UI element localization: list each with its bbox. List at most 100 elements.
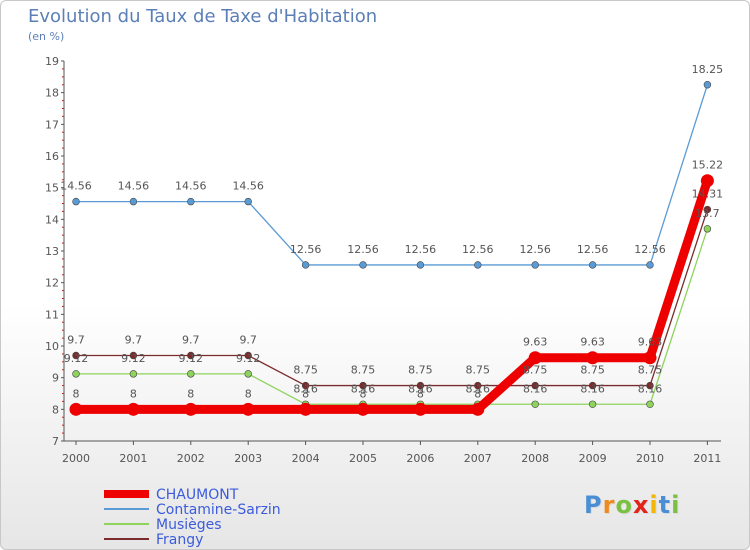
data-label-frangy: 9.7 <box>182 334 200 347</box>
data-point-frangy <box>531 381 539 390</box>
data-point-musi-ges <box>703 225 712 233</box>
logo-letter: i <box>671 491 681 519</box>
data-label-chaumont: 8 <box>73 387 80 400</box>
series-line-frangy <box>75 208 709 387</box>
data-label-contamine-sarzin: 14.56 <box>60 180 92 193</box>
data-label-frangy: 8.75 <box>351 364 376 377</box>
data-label-contamine-sarzin: 14.56 <box>232 180 264 193</box>
data-label-frangy: 8.75 <box>293 364 318 377</box>
x-tick-label: 2005 <box>349 452 377 465</box>
data-label-chaumont: 9.63 <box>638 336 663 349</box>
data-point-contamine-sarzin <box>474 261 482 269</box>
data-point-chaumont <box>528 351 542 365</box>
data-point-frangy <box>474 381 482 390</box>
logo-letter: P <box>584 491 603 519</box>
series-layer <box>69 81 714 416</box>
data-point-contamine-sarzin <box>72 197 80 206</box>
data-point-musi-ges <box>531 400 539 408</box>
x-tick-label: 2010 <box>636 452 664 465</box>
data-label-contamine-sarzin: 18.25 <box>692 63 724 76</box>
logo-letter: x <box>632 491 650 519</box>
data-point-contamine-sarzin <box>646 261 654 269</box>
data-point-chaumont <box>69 402 83 416</box>
y-tick-label: 9 <box>52 372 59 385</box>
data-label-musi-ges: 8.16 <box>408 382 433 395</box>
y-tick-label: 17 <box>45 118 59 131</box>
x-tick-label: 2001 <box>119 452 147 465</box>
data-point-musi-ges <box>646 400 654 408</box>
x-tick-label: 2002 <box>177 452 205 465</box>
data-label-chaumont: 8 <box>302 387 309 400</box>
x-tick-label: 2003 <box>234 452 262 465</box>
legend-label-frangy: Frangy <box>156 532 203 548</box>
data-label-chaumont: 8 <box>130 387 137 400</box>
legend-label-musi-ges: Musièges <box>156 517 222 533</box>
data-point-contamine-sarzin <box>416 261 425 269</box>
data-point-frangy <box>703 205 712 214</box>
data-label-musi-ges: 8.16 <box>351 382 376 395</box>
data-label-frangy: 8.75 <box>466 364 491 377</box>
data-label-chaumont: 8 <box>474 387 481 400</box>
x-tick-label: 2009 <box>579 452 607 465</box>
proxiti-logo: Proxiti <box>584 491 680 519</box>
data-label-contamine-sarzin: 12.56 <box>577 243 609 256</box>
data-label-contamine-sarzin: 14.56 <box>175 180 207 193</box>
data-label-frangy: 14.31 <box>692 188 724 201</box>
data-point-musi-ges <box>129 370 138 378</box>
data-point-contamine-sarzin <box>359 261 367 269</box>
y-tick-label: 19 <box>45 55 59 68</box>
data-point-contamine-sarzin <box>129 197 138 206</box>
data-label-contamine-sarzin: 12.56 <box>634 243 666 256</box>
data-label-frangy: 8.75 <box>580 364 605 377</box>
data-point-frangy <box>416 381 425 390</box>
data-point-contamine-sarzin <box>703 81 712 89</box>
logo-letter: r <box>602 491 616 519</box>
legend-label-contamine-sarzin: Contamine-Sarzin <box>156 502 281 518</box>
data-point-frangy <box>646 381 654 390</box>
data-label-musi-ges: 9.12 <box>64 352 89 365</box>
data-point-contamine-sarzin <box>588 261 597 269</box>
data-label-musi-ges: 8.16 <box>523 382 548 395</box>
x-tick-label: 2004 <box>292 452 320 465</box>
data-point-chaumont <box>241 402 255 416</box>
data-label-frangy: 8.75 <box>523 364 548 377</box>
x-tick-label: 2008 <box>521 452 549 465</box>
data-label-contamine-sarzin: 12.56 <box>290 243 322 256</box>
data-label-musi-ges: 9.12 <box>179 352 204 365</box>
data-point-frangy <box>301 381 310 390</box>
data-point-contamine-sarzin <box>301 261 310 269</box>
logo-letter: t <box>658 491 672 519</box>
series-line-contamine-sarzin <box>75 84 709 266</box>
data-point-chaumont <box>356 402 370 416</box>
data-point-contamine-sarzin <box>244 197 252 206</box>
data-point-musi-ges <box>72 370 80 378</box>
data-point-chaumont <box>184 402 198 416</box>
y-tick-label: 11 <box>45 308 59 321</box>
data-label-chaumont: 15.22 <box>692 159 724 172</box>
series-line-musi-ges <box>75 228 709 405</box>
data-label-chaumont: 8 <box>245 387 252 400</box>
data-label-musi-ges: 8.16 <box>580 382 605 395</box>
data-point-chaumont <box>413 402 427 416</box>
data-point-frangy <box>359 381 367 390</box>
logo-letter: i <box>649 491 659 519</box>
data-point-chaumont <box>643 351 657 365</box>
data-label-frangy: 9.7 <box>67 334 85 347</box>
y-tick-label: 14 <box>45 213 59 226</box>
x-tick-label: 2000 <box>62 452 90 465</box>
data-label-frangy: 8.75 <box>638 364 663 377</box>
data-label-frangy: 9.7 <box>239 334 257 347</box>
data-label-musi-ges: 13.7 <box>695 207 720 220</box>
data-label-chaumont: 9.63 <box>523 336 548 349</box>
y-tick-label: 15 <box>45 182 59 195</box>
data-point-musi-ges <box>187 370 195 378</box>
data-label-musi-ges: 8.16 <box>466 382 491 395</box>
data-label-contamine-sarzin: 14.56 <box>118 180 150 193</box>
axes: 7 8 9 10 11 12 13 14 15 16 17 18 19 2000 2001 2002 2003 2… <box>45 55 721 465</box>
data-point-frangy <box>588 381 597 390</box>
data-point-frangy <box>187 351 195 360</box>
data-label-chaumont: 8 <box>360 387 367 400</box>
